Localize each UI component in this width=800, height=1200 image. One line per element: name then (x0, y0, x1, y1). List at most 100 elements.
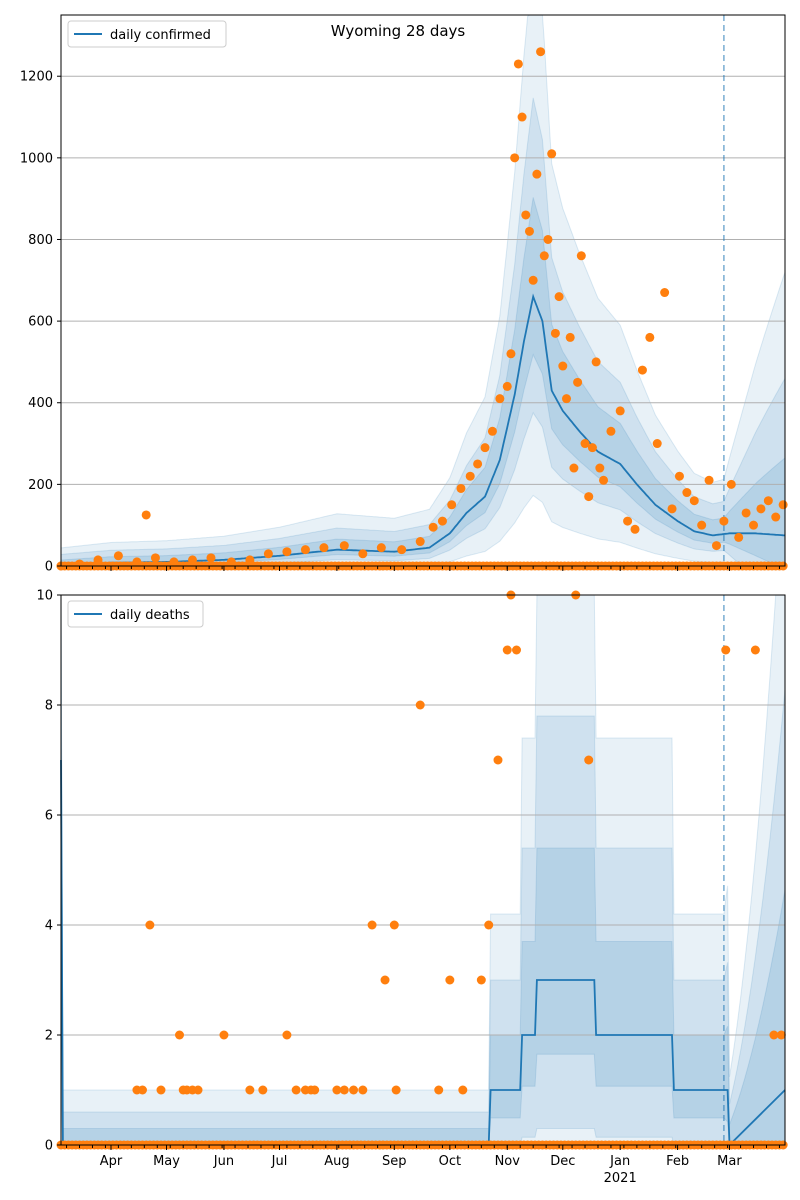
observed-point (587, 443, 597, 453)
y-tick-label: 8 (45, 699, 53, 714)
x-tick-label: Sep (382, 1154, 407, 1169)
observed-point (682, 488, 692, 498)
observed-point (367, 920, 377, 930)
observed-point (569, 463, 579, 473)
observed-point (358, 1085, 368, 1095)
observed-point (141, 510, 151, 520)
x-tick-label: Apr (100, 1154, 123, 1169)
observed-point (697, 520, 707, 530)
x-tick-label: Aug (324, 1154, 349, 1169)
confirmed-axis-ticks: 0 200 400 600 800 1000 1200 (20, 14, 786, 575)
observed-point (495, 394, 505, 404)
observed-point (637, 365, 647, 375)
observed-point (550, 328, 560, 338)
observed-point (711, 541, 721, 551)
y-tick-label: 6 (45, 809, 53, 824)
observed-point (282, 1030, 292, 1040)
x-tick-label: Nov (495, 1154, 521, 1169)
observed-point (156, 1085, 166, 1095)
y-tick-label: 10 (36, 589, 53, 604)
y-tick-label: 800 (28, 233, 53, 248)
uncertainty-band (60, 594, 786, 1146)
observed-point (132, 557, 142, 567)
model-line (60, 293, 786, 567)
observed-point (539, 251, 549, 261)
observed-point (719, 516, 729, 526)
observed-point (524, 226, 534, 236)
observed-point (652, 439, 662, 449)
observed-point (513, 59, 523, 69)
observed-point (380, 975, 390, 985)
observed-point (599, 475, 609, 485)
y-tick-label: 1200 (20, 70, 53, 85)
y-tick-label: 600 (28, 315, 53, 330)
observed-point (502, 381, 512, 391)
observed-point (282, 547, 292, 557)
observed-point (606, 426, 616, 436)
chart-title: Wyoming 28 days (331, 22, 466, 40)
observed-point (595, 463, 605, 473)
observed-point (447, 500, 457, 510)
x-tick-label: Oct (439, 1154, 461, 1169)
legend-box (67, 600, 204, 628)
x-tick-label: Jan (609, 1154, 630, 1169)
observed-point (493, 755, 503, 765)
uncertainty-band (60, 97, 786, 567)
observed-point (749, 520, 759, 530)
axes-frame (60, 14, 786, 567)
y-tick-label: 400 (28, 396, 53, 411)
y-tick-label: 2 (45, 1029, 53, 1044)
observed-point (776, 1030, 786, 1040)
observed-point (332, 1085, 342, 1095)
y-tick-label: 1000 (20, 151, 53, 166)
observed-point (437, 516, 447, 526)
confirmed-panel: 0 200 400 600 800 1000 1200 daily confirmed Wy… (20, 14, 788, 575)
deaths-legend: daily deaths (67, 600, 204, 628)
deaths-uncertainty-bands (60, 594, 786, 1146)
observed-point (310, 1085, 320, 1095)
observed-point (137, 1085, 147, 1095)
observed-point (689, 496, 699, 506)
observed-point (187, 555, 197, 565)
observed-point (300, 545, 310, 555)
observed-point (456, 483, 466, 493)
observed-point (487, 426, 497, 436)
observed-point (219, 1030, 229, 1040)
observed-point (258, 1085, 268, 1095)
observed-point (339, 1085, 349, 1095)
observed-point (291, 1085, 301, 1095)
observed-point (763, 496, 773, 506)
x-tick-label: Feb (666, 1154, 689, 1169)
observed-point (113, 551, 123, 561)
axes-frame (60, 594, 786, 1146)
observed-point (778, 500, 788, 510)
legend-box (67, 20, 227, 48)
observed-point (584, 492, 594, 502)
observed-point (558, 361, 568, 371)
observed-point (630, 524, 640, 534)
observed-point (476, 975, 486, 985)
observed-point (584, 755, 594, 765)
observed-point (245, 1085, 255, 1095)
observed-point (521, 210, 531, 220)
x-tick-label: Dec (550, 1154, 575, 1169)
legend-label-daily-confirmed: daily confirmed (110, 28, 211, 43)
observed-point (512, 645, 522, 655)
observed-point (389, 920, 399, 930)
y-tick-label: 0 (45, 560, 53, 575)
observed-point (458, 1085, 468, 1095)
observed-point (391, 1085, 401, 1095)
observed-point (623, 516, 633, 526)
observed-point (376, 543, 386, 553)
observed-point (193, 1085, 203, 1095)
x-tick-label: Jul (271, 1154, 288, 1169)
observed-point (576, 251, 586, 261)
observed-point (741, 508, 751, 518)
observed-point (573, 377, 583, 387)
model-line (60, 759, 786, 1148)
y-tick-label: 0 (45, 1139, 53, 1154)
x-tick-label: Mar (717, 1154, 742, 1169)
observed-point (349, 1085, 359, 1095)
observed-point (319, 543, 329, 553)
